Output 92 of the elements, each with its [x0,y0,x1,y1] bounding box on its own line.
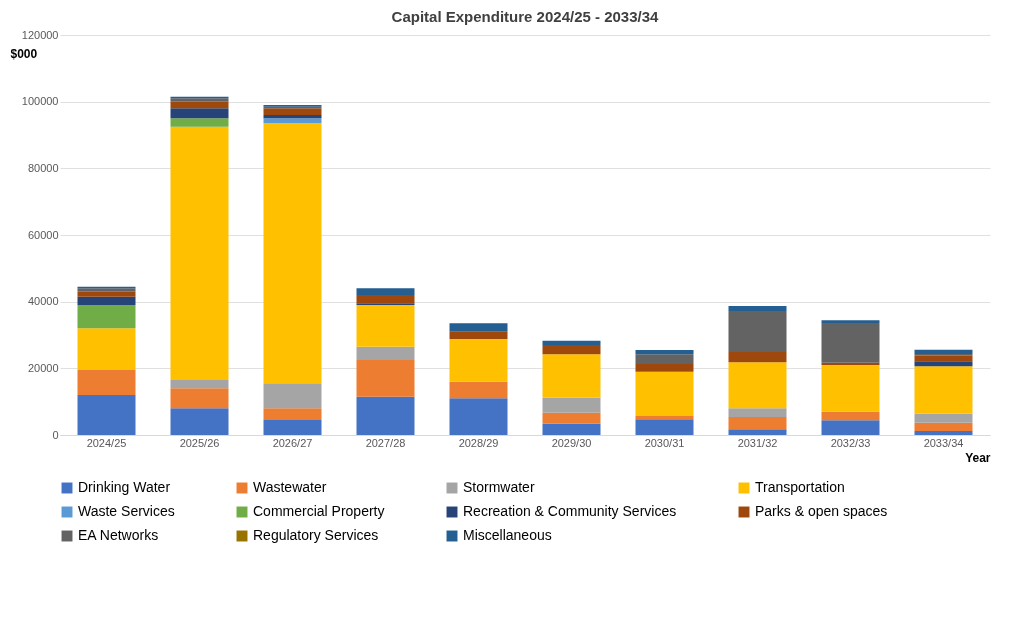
bar [821,411,880,421]
bar [728,408,787,417]
bar [821,323,880,363]
bar [77,328,136,370]
bar [356,360,415,397]
bar [542,345,601,355]
bar [542,340,601,345]
bar [542,397,601,413]
legend-label: Parks & open spaces [755,503,888,519]
bar [821,320,880,323]
x-tick-label: 2033/34 [923,436,964,449]
x-tick-label: 2024/25 [86,436,127,449]
bar [263,408,322,420]
bar [449,331,508,339]
bar [77,370,136,395]
x-tick-label: 2026/27 [272,436,313,449]
legend-label: EA Networks [78,527,159,543]
bar [449,381,508,399]
legend-label: Stormwater [463,479,535,495]
bar [728,362,787,409]
bar [77,305,136,329]
bar [263,420,322,435]
bar [356,295,415,304]
bar [263,118,322,124]
legend-label: Commercial Property [253,503,385,519]
bar [635,350,694,355]
legend-label: Recreation & Community Services [463,503,677,519]
y-tick-label: 100000 [21,95,59,108]
y-tick-label: 40000 [27,295,59,308]
bar [77,291,136,297]
bar [914,431,973,435]
bar [635,419,694,435]
bar [170,108,229,119]
bar [821,365,880,412]
bar [170,101,229,109]
bar [635,416,694,420]
bar [914,413,973,423]
bar [263,123,322,384]
legend-label: Wastewater [253,479,327,495]
bar [170,388,229,409]
bar [542,412,601,424]
bar [542,354,601,398]
x-tick-label: 2027/28 [365,436,406,449]
bar [728,429,787,435]
bar [77,395,136,435]
y-axis-title: $000 [10,46,38,61]
y-tick-label: 0 [52,428,59,441]
x-tick-label: 2030/31 [644,436,685,449]
x-axis-title: Year [965,450,991,465]
chart-title: Capital Expenditure 2024/25 - 2033/34 [391,8,660,25]
y-tick-label: 60000 [27,228,59,241]
bar [170,118,229,127]
legend-label: Regulatory Services [253,527,379,543]
x-tick-label: 2028/29 [458,436,499,449]
bar [821,420,880,435]
bar [263,115,322,119]
bar [914,366,973,414]
bar [263,383,322,409]
bar [170,380,229,389]
legend-label: Drinking Water [78,479,171,495]
legend-label: Miscellaneous [463,527,552,543]
bar [635,371,694,416]
bar [635,364,694,372]
bar [728,306,787,311]
bar [728,352,787,363]
bar [728,311,787,352]
legend-label: Transportation [755,479,845,495]
y-tick-label: 80000 [27,161,59,174]
bar [356,396,415,435]
y-tick-label: 20000 [27,361,59,374]
bar [170,126,229,380]
y-tick-label: 120000 [21,28,59,41]
bar [170,408,229,435]
bar [542,423,601,435]
bar [728,417,787,430]
x-tick-label: 2031/32 [737,436,778,449]
bar [914,422,973,431]
x-tick-label: 2032/33 [830,436,871,449]
bar [356,305,415,347]
bar [449,398,508,435]
bar [356,288,415,295]
x-tick-label: 2025/26 [179,436,220,449]
bar [449,339,508,382]
bar [914,349,973,354]
legend-label: Waste Services [78,503,175,519]
bar [635,354,694,364]
x-tick-label: 2029/30 [551,436,592,449]
bar [449,323,508,332]
bar [263,108,322,115]
bar [914,361,973,367]
bar [356,346,415,360]
bar [77,296,136,305]
